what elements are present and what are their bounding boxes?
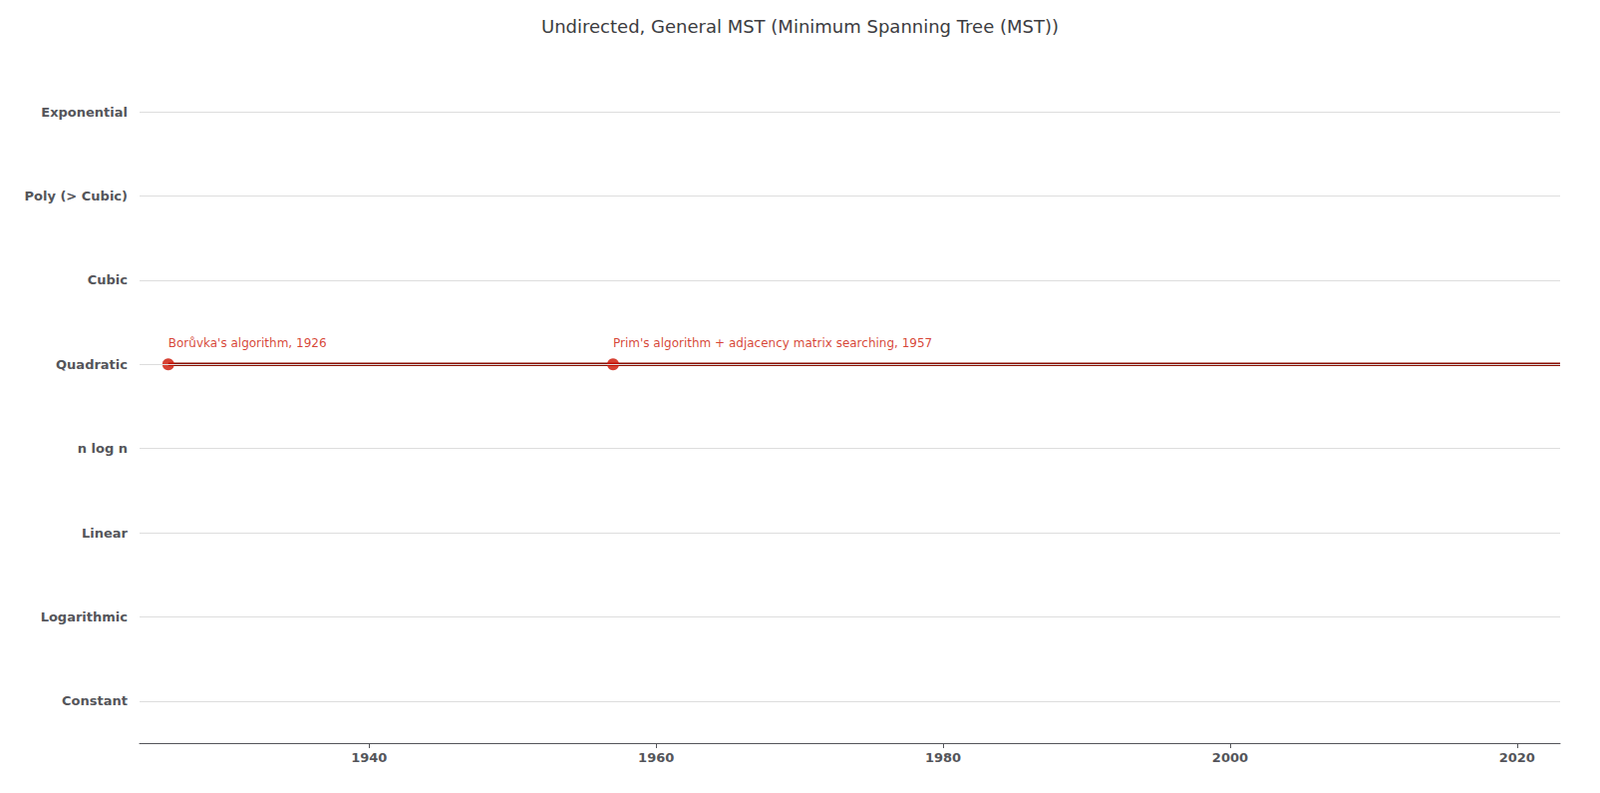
- svg-text:1980: 1980: [925, 749, 961, 765]
- svg-text:Poly (> Cubic): Poly (> Cubic): [24, 188, 128, 204]
- svg-text:Exponential: Exponential: [40, 104, 128, 120]
- svg-text:1960: 1960: [638, 749, 674, 765]
- svg-text:2000: 2000: [1212, 749, 1249, 765]
- svg-text:Logarithmic: Logarithmic: [40, 609, 128, 625]
- svg-text:Linear: Linear: [81, 525, 129, 541]
- svg-text:Cubic: Cubic: [87, 272, 128, 288]
- svg-text:2020: 2020: [1499, 749, 1536, 765]
- svg-text:Undirected, General MST (Minim: Undirected, General MST (Minimum Spannin…: [541, 15, 1059, 37]
- svg-text:1940: 1940: [350, 749, 387, 765]
- svg-text:Borůvka's algorithm, 1926: Borůvka's algorithm, 1926: [168, 335, 327, 350]
- svg-text:n log n: n log n: [77, 440, 128, 456]
- svg-text:Quadratic: Quadratic: [55, 356, 128, 372]
- svg-text:Constant: Constant: [61, 692, 128, 708]
- svg-text:Prim's algorithm + adjacency m: Prim's algorithm + adjacency matrix sear…: [613, 335, 933, 350]
